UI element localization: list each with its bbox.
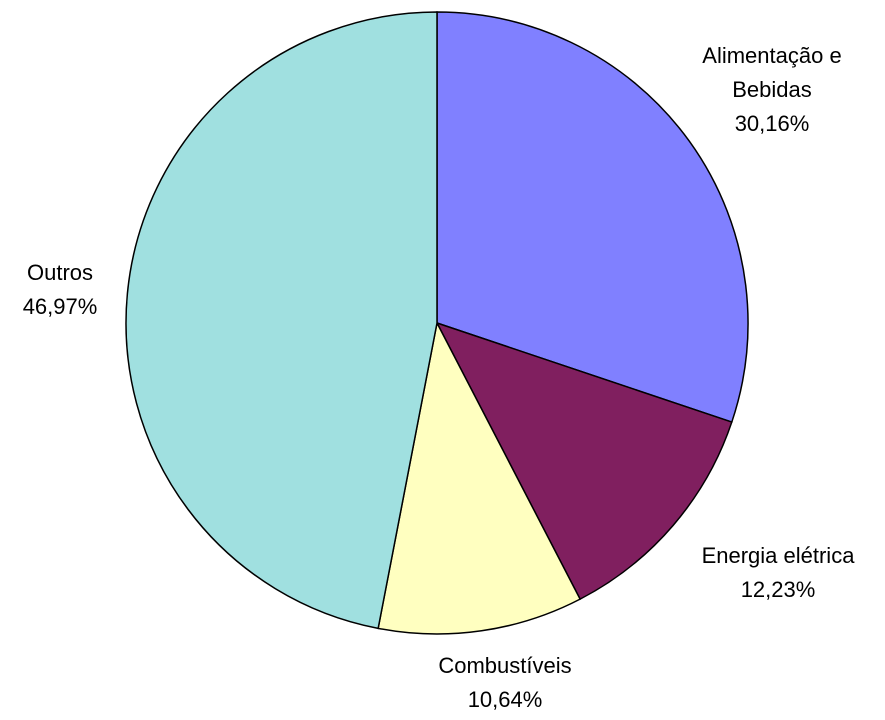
pie-slice <box>436 11 749 424</box>
category-label: Energia elétrica <box>701 543 855 568</box>
pie-slice <box>377 320 582 635</box>
slice-label: Outros 46,97% <box>0 256 120 324</box>
value-label: 10,64% <box>467 687 543 712</box>
category-label: Combustíveis <box>438 653 572 678</box>
value-label: 30,16% <box>734 111 810 136</box>
pie-slice <box>125 11 438 630</box>
category-label: Alimentação e Bebidas <box>702 43 842 102</box>
slice-label: Combustíveis 10,64% <box>405 649 605 717</box>
slice-label: Energia elétrica 12,23% <box>668 539 885 607</box>
value-label: 46,97% <box>22 294 98 319</box>
value-label: 12,23% <box>740 577 816 602</box>
slice-label: Alimentação e Bebidas 30,16% <box>687 39 857 141</box>
category-label: Outros <box>26 260 94 285</box>
pie-slice <box>435 321 733 601</box>
